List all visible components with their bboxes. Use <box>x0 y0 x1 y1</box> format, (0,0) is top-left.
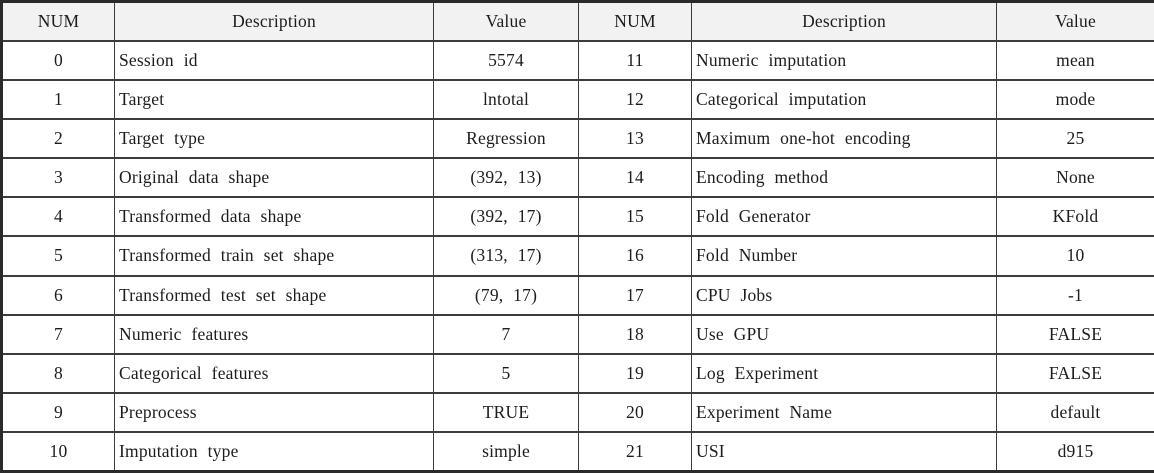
table-row: 10 Imputation type simple 21 USI d915 <box>1 431 1154 473</box>
table-row: 0 Session id 5574 11 Numeric imputation … <box>1 39 1154 81</box>
cell-num-right: 19 <box>578 352 692 395</box>
cell-description-left: Transformed train set shape <box>114 235 434 277</box>
cell-value-right: FALSE <box>996 313 1154 355</box>
cell-value-right: FALSE <box>996 352 1154 395</box>
cell-num-right: 13 <box>578 117 692 160</box>
cell-num-right: 12 <box>578 78 692 120</box>
cell-value-left: (79, 17) <box>433 274 579 316</box>
cell-num-left: 1 <box>1 78 115 120</box>
cell-num-right: 11 <box>578 39 692 81</box>
cell-num-left: 6 <box>1 274 115 316</box>
cell-num-left: 0 <box>1 39 115 81</box>
table-row: 6 Transformed test set shape (79, 17) 17… <box>1 274 1154 316</box>
cell-value-left: (392, 13) <box>433 157 579 199</box>
table-row: 8 Categorical features 5 19 Log Experime… <box>1 352 1154 395</box>
cell-value-right: KFold <box>996 196 1154 238</box>
cell-num-left: 2 <box>1 117 115 160</box>
cell-num-right: 20 <box>578 392 692 434</box>
cell-value-right: default <box>996 392 1154 434</box>
cell-value-left: (313, 17) <box>433 235 579 277</box>
cell-description-left: Preprocess <box>114 392 434 434</box>
cell-description-right: Log Experiment <box>691 352 997 395</box>
cell-num-left: 9 <box>1 392 115 434</box>
cell-description-right: Fold Generator <box>691 196 997 238</box>
column-header-description-right: Description <box>691 0 997 42</box>
cell-num-left: 8 <box>1 352 115 395</box>
table-row: 3 Original data shape (392, 13) 14 Encod… <box>1 157 1154 199</box>
cell-num-right: 15 <box>578 196 692 238</box>
cell-num-left: 7 <box>1 313 115 355</box>
table-row: 1 Target lntotal 12 Categorical imputati… <box>1 78 1154 120</box>
cell-description-left: Original data shape <box>114 157 434 199</box>
table-body: 0 Session id 5574 11 Numeric imputation … <box>1 39 1154 473</box>
cell-description-right: Fold Number <box>691 235 997 277</box>
cell-value-right: mean <box>996 39 1154 81</box>
cell-description-left: Target <box>114 78 434 120</box>
cell-value-left: (392, 17) <box>433 196 579 238</box>
cell-value-right: 10 <box>996 235 1154 277</box>
cell-description-right: Experiment Name <box>691 392 997 434</box>
cell-value-left: simple <box>433 431 579 473</box>
table-row: 4 Transformed data shape (392, 17) 15 Fo… <box>1 196 1154 238</box>
table-row: 2 Target type Regression 13 Maximum one-… <box>1 117 1154 160</box>
cell-description-right: Categorical imputation <box>691 78 997 120</box>
cell-description-right: USI <box>691 431 997 473</box>
cell-description-right: Numeric imputation <box>691 39 997 81</box>
cell-description-right: CPU Jobs <box>691 274 997 316</box>
cell-num-left: 3 <box>1 157 115 199</box>
table-row: 7 Numeric features 7 18 Use GPU FALSE <box>1 313 1154 355</box>
cell-description-right: Encoding method <box>691 157 997 199</box>
cell-num-right: 14 <box>578 157 692 199</box>
cell-description-left: Categorical features <box>114 352 434 395</box>
cell-value-right: None <box>996 157 1154 199</box>
cell-description-left: Session id <box>114 39 434 81</box>
cell-num-right: 17 <box>578 274 692 316</box>
cell-description-right: Use GPU <box>691 313 997 355</box>
table-header-row: NUM Description Value NUM Description Va… <box>1 0 1154 42</box>
cell-description-left: Transformed data shape <box>114 196 434 238</box>
cell-value-left: lntotal <box>433 78 579 120</box>
cell-description-left: Transformed test set shape <box>114 274 434 316</box>
column-header-description-left: Description <box>114 0 434 42</box>
cell-value-left: 5 <box>433 352 579 395</box>
column-header-num-right: NUM <box>578 0 692 42</box>
column-header-value-right: Value <box>996 0 1154 42</box>
cell-description-left: Target type <box>114 117 434 160</box>
cell-num-right: 18 <box>578 313 692 355</box>
cell-value-left: TRUE <box>433 392 579 434</box>
cell-num-right: 16 <box>578 235 692 277</box>
cell-value-left: 7 <box>433 313 579 355</box>
cell-description-left: Imputation type <box>114 431 434 473</box>
cell-value-left: Regression <box>433 117 579 160</box>
cell-num-left: 10 <box>1 431 115 473</box>
cell-value-right: mode <box>996 78 1154 120</box>
table-row: 9 Preprocess TRUE 20 Experiment Name def… <box>1 392 1154 434</box>
cell-description-left: Numeric features <box>114 313 434 355</box>
table-row: 5 Transformed train set shape (313, 17) … <box>1 235 1154 277</box>
cell-value-right: -1 <box>996 274 1154 316</box>
cell-num-left: 5 <box>1 235 115 277</box>
column-header-num-left: NUM <box>1 0 115 42</box>
cell-description-right: Maximum one-hot encoding <box>691 117 997 160</box>
cell-num-right: 21 <box>578 431 692 473</box>
cell-value-right: 25 <box>996 117 1154 160</box>
cell-value-left: 5574 <box>433 39 579 81</box>
cell-value-right: d915 <box>996 431 1154 473</box>
column-header-value-left: Value <box>433 0 579 42</box>
cell-num-left: 4 <box>1 196 115 238</box>
